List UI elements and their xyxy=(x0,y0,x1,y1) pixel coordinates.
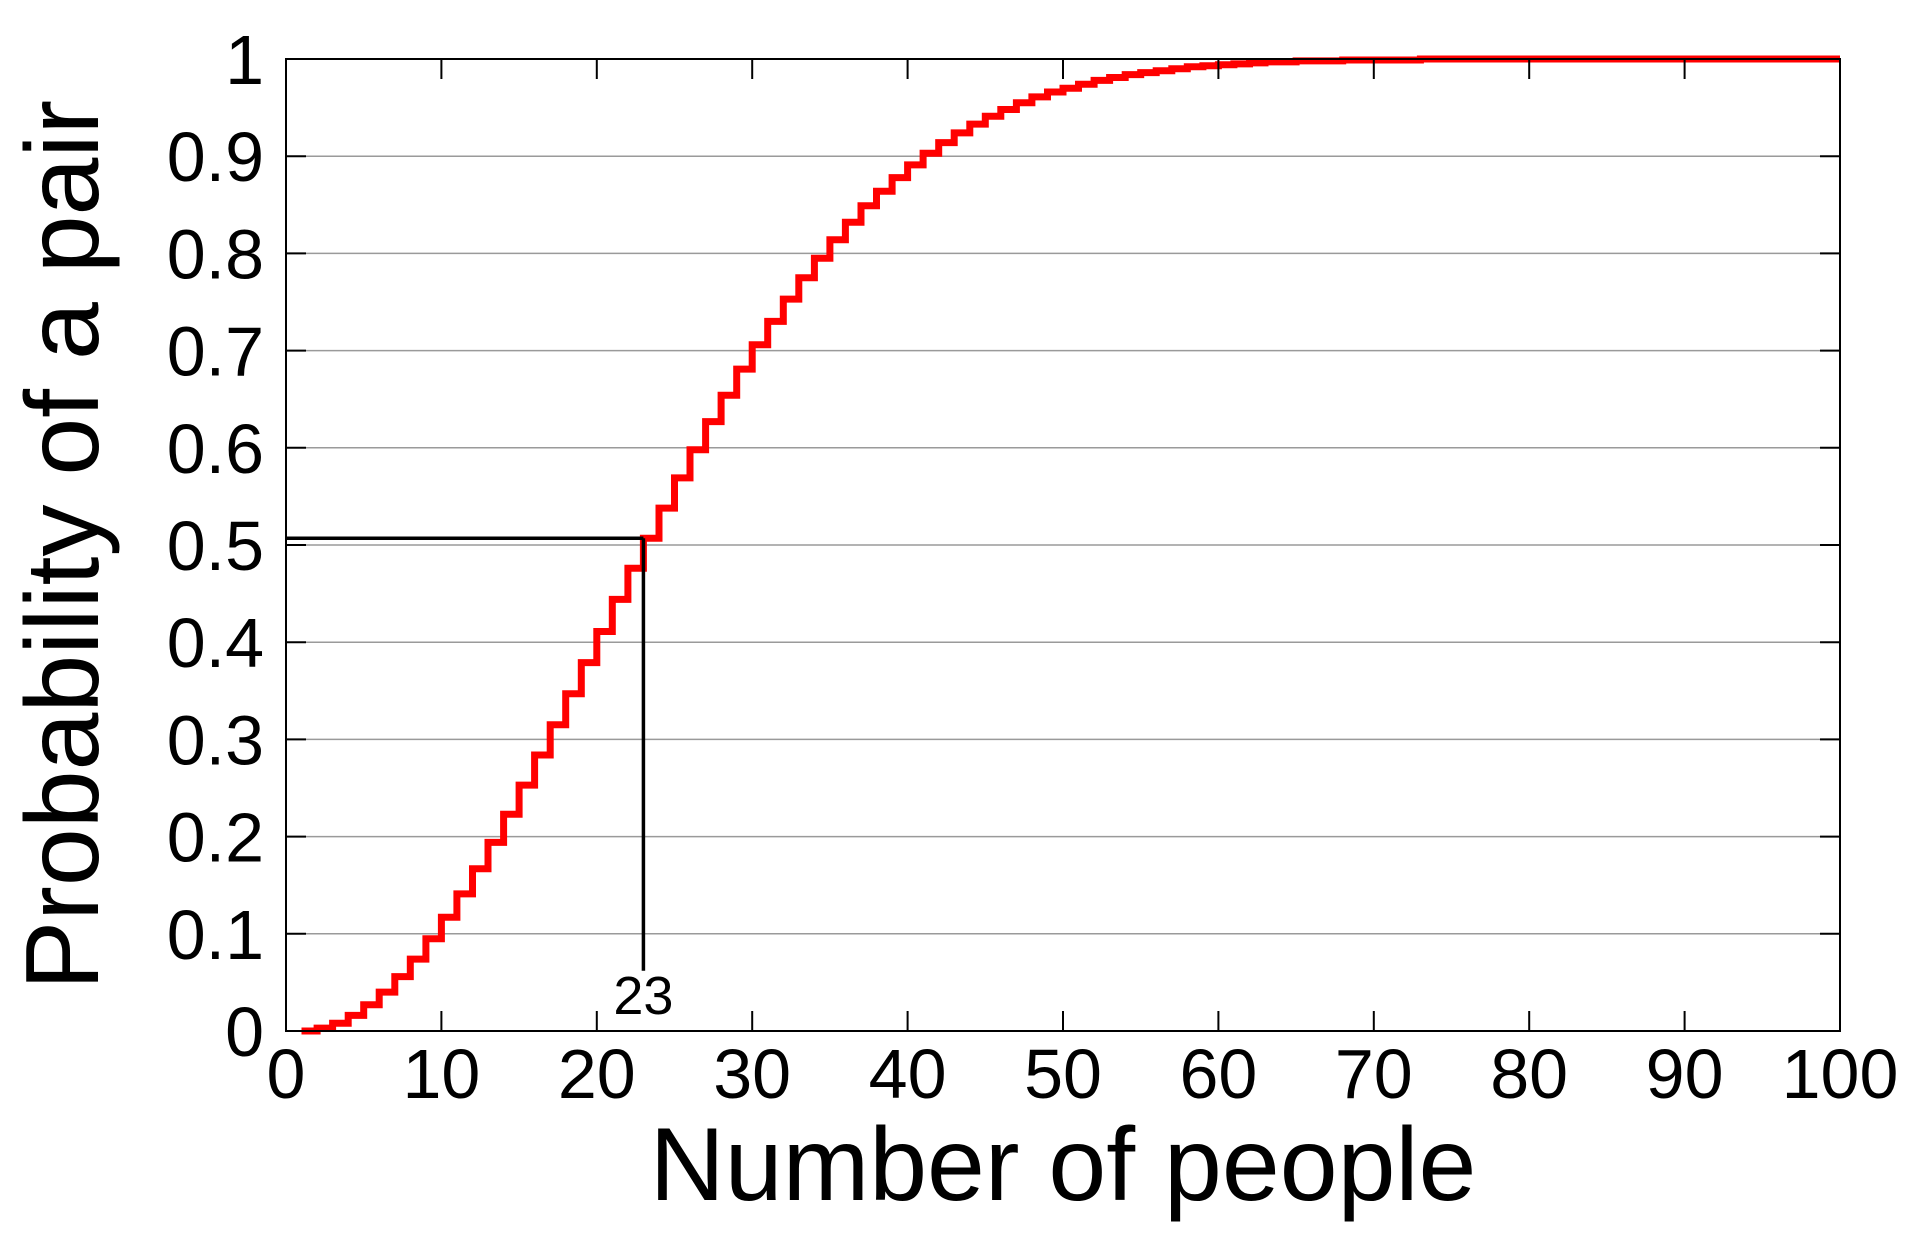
y-tick-label: 0.7 xyxy=(167,313,264,391)
x-tick-label: 30 xyxy=(713,1035,791,1113)
y-tick-label: 0.6 xyxy=(167,410,264,488)
y-tick-label: 0.4 xyxy=(167,604,264,682)
gridlines xyxy=(286,155,1840,935)
x-tick-label: 60 xyxy=(1179,1035,1257,1113)
y-axis-title: Probability of a pair xyxy=(5,100,121,990)
y-tick-label: 0.2 xyxy=(167,799,264,877)
ticks xyxy=(285,58,1841,1032)
x-tick-label: 70 xyxy=(1335,1035,1413,1113)
y-tick-label: 0.9 xyxy=(167,118,264,196)
y-tick-label: 0.5 xyxy=(167,507,264,585)
y-tick-label: 0.3 xyxy=(167,701,264,779)
x-axis-title: Number of people xyxy=(650,1107,1477,1223)
x-tick-label: 40 xyxy=(869,1035,947,1113)
y-tick-label: 0.1 xyxy=(167,896,264,974)
annotations: 23 xyxy=(286,536,673,1026)
x-tick-label: 80 xyxy=(1490,1035,1568,1113)
y-tick-label: 1 xyxy=(225,21,264,99)
x-tick-label: 100 xyxy=(1782,1035,1899,1113)
x-tick-label: 20 xyxy=(558,1035,636,1113)
tick-labels: 00.10.20.30.40.50.60.70.80.910 10 20 30 40 50… xyxy=(167,21,1899,1113)
x-tick-label: 0 xyxy=(267,1035,306,1113)
x-tick-label: 50 xyxy=(1024,1035,1102,1113)
reference-value-label: 23 xyxy=(613,966,673,1026)
x-tick-label: 90 xyxy=(1646,1035,1724,1113)
y-tick-label: 0.8 xyxy=(167,215,264,293)
x-tick-label: 10 xyxy=(402,1035,480,1113)
y-tick-label: 0 xyxy=(225,993,264,1071)
